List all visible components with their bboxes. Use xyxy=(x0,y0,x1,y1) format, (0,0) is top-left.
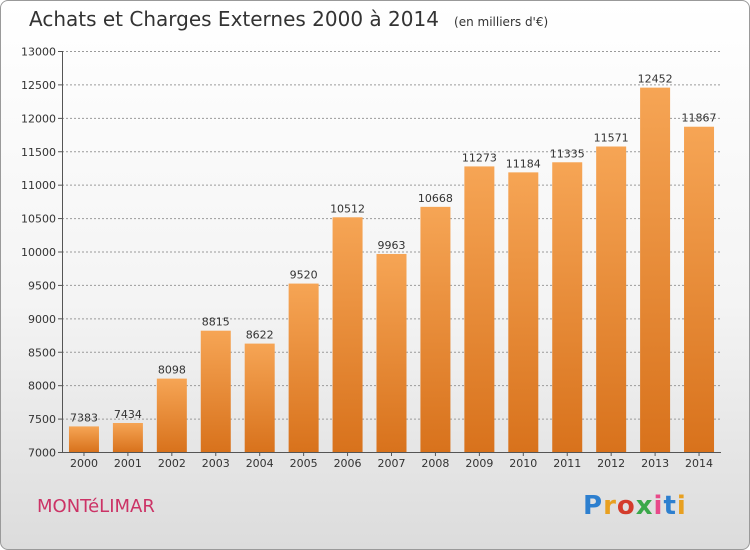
x-tick-label: 2008 xyxy=(421,457,449,470)
y-tick-label: 12000 xyxy=(21,112,56,125)
bar-2010 xyxy=(508,172,539,453)
x-tick-label: 2005 xyxy=(290,457,318,470)
logo-letter: r xyxy=(603,491,617,521)
y-tick-label: 10000 xyxy=(21,246,56,259)
x-tick-label: 2011 xyxy=(553,457,581,470)
bars xyxy=(68,87,715,453)
data-label: 8622 xyxy=(246,329,274,342)
y-tick-label: 7500 xyxy=(28,413,56,426)
x-tick-label: 2007 xyxy=(378,457,406,470)
y-tick-label: 8500 xyxy=(28,346,56,359)
logo-letter: i xyxy=(676,491,687,521)
bar-2011 xyxy=(552,162,583,452)
bar-2009 xyxy=(464,166,495,452)
bar-2013 xyxy=(640,87,671,452)
x-tick-label: 2002 xyxy=(158,457,186,470)
y-tick-label: 12500 xyxy=(21,79,56,92)
x-tick-label: 2013 xyxy=(641,457,669,470)
data-label: 9520 xyxy=(290,269,318,282)
axes xyxy=(58,51,721,456)
data-label: 11184 xyxy=(506,157,541,170)
logo-letter: x xyxy=(635,491,654,521)
logo-letter: P xyxy=(583,491,604,521)
bar-2002 xyxy=(156,378,187,452)
bar-2014 xyxy=(684,126,715,452)
chart-subtitle: (en milliers d'€) xyxy=(454,15,549,29)
title-block: Achats et Charges Externes 2000 à 2014 (… xyxy=(29,7,548,31)
city-name: MONTéLIMAR xyxy=(37,496,155,517)
bar-2007 xyxy=(376,253,407,452)
bar-2005 xyxy=(288,283,319,452)
x-tick-label: 2006 xyxy=(334,457,362,470)
proxiti-logo[interactable]: Proxiti xyxy=(583,491,687,521)
logo-letter: o xyxy=(616,491,636,521)
bar-2012 xyxy=(596,146,627,453)
data-label: 11273 xyxy=(462,151,497,164)
bar-2003 xyxy=(200,330,231,452)
data-label: 11571 xyxy=(594,132,629,145)
bar-2000 xyxy=(68,426,99,452)
labels: 7000 7500 8000 8500 9000 9500 10000 10500 11000 1… xyxy=(21,46,717,471)
x-tick-label: 2003 xyxy=(202,457,230,470)
x-tick-label: 2000 xyxy=(70,457,98,470)
bar-2004 xyxy=(244,343,275,452)
bar-2001 xyxy=(112,422,143,452)
y-tick-label: 9000 xyxy=(28,313,56,326)
data-label: 10512 xyxy=(330,202,365,215)
data-label: 11335 xyxy=(550,147,585,160)
bar-2008 xyxy=(420,206,451,452)
y-tick-label: 11500 xyxy=(21,146,56,159)
data-label: 12452 xyxy=(638,73,673,86)
logo-letter: t xyxy=(663,491,677,521)
data-label: 8098 xyxy=(158,364,186,377)
data-label: 10668 xyxy=(418,192,453,205)
data-label: 7434 xyxy=(114,408,142,421)
data-label: 11867 xyxy=(682,112,717,125)
y-tick-label: 9500 xyxy=(28,279,56,292)
y-tick-label: 13000 xyxy=(21,46,56,59)
y-tick-label: 11000 xyxy=(21,179,56,192)
x-tick-label: 2004 xyxy=(246,457,274,470)
y-tick-label: 7000 xyxy=(28,447,56,460)
chart-title: Achats et Charges Externes 2000 à 2014 xyxy=(29,7,439,31)
x-tick-label: 2009 xyxy=(465,457,493,470)
x-tick-label: 2010 xyxy=(509,457,537,470)
x-tick-label: 2001 xyxy=(114,457,142,470)
bar-2006 xyxy=(332,217,363,452)
y-tick-label: 10500 xyxy=(21,213,56,226)
logo-letter: i xyxy=(653,491,664,521)
y-tick-label: 8000 xyxy=(28,380,56,393)
x-tick-label: 2014 xyxy=(685,457,713,470)
x-tick-label: 2012 xyxy=(597,457,625,470)
data-label: 9963 xyxy=(378,239,406,252)
data-label: 7383 xyxy=(70,411,98,424)
data-label: 8815 xyxy=(202,316,230,329)
